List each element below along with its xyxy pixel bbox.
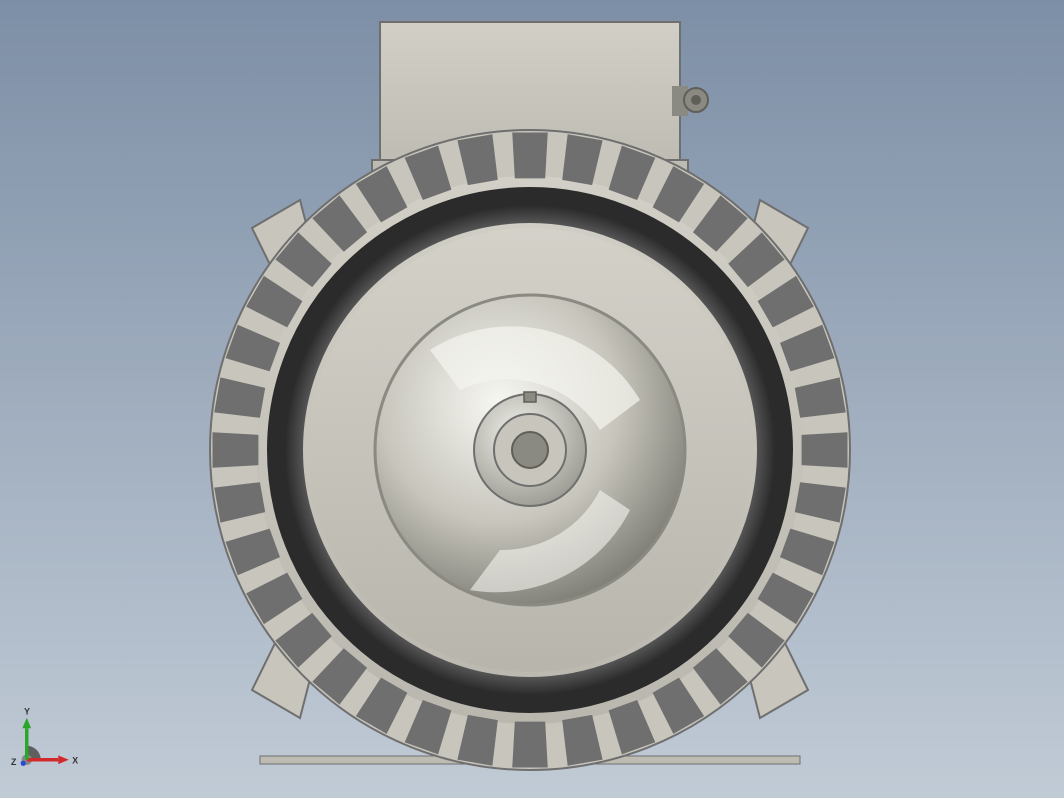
shaft-keyway	[524, 392, 536, 402]
triad-y-label: Y	[24, 706, 30, 716]
triad-x-label: X	[72, 755, 78, 765]
model-render	[0, 0, 1064, 798]
triad-z-label: Z	[11, 757, 17, 767]
cad-viewport[interactable]: X Y Z	[0, 0, 1064, 798]
shaft-bore	[512, 432, 548, 468]
view-triad[interactable]: X Y Z	[18, 716, 88, 786]
